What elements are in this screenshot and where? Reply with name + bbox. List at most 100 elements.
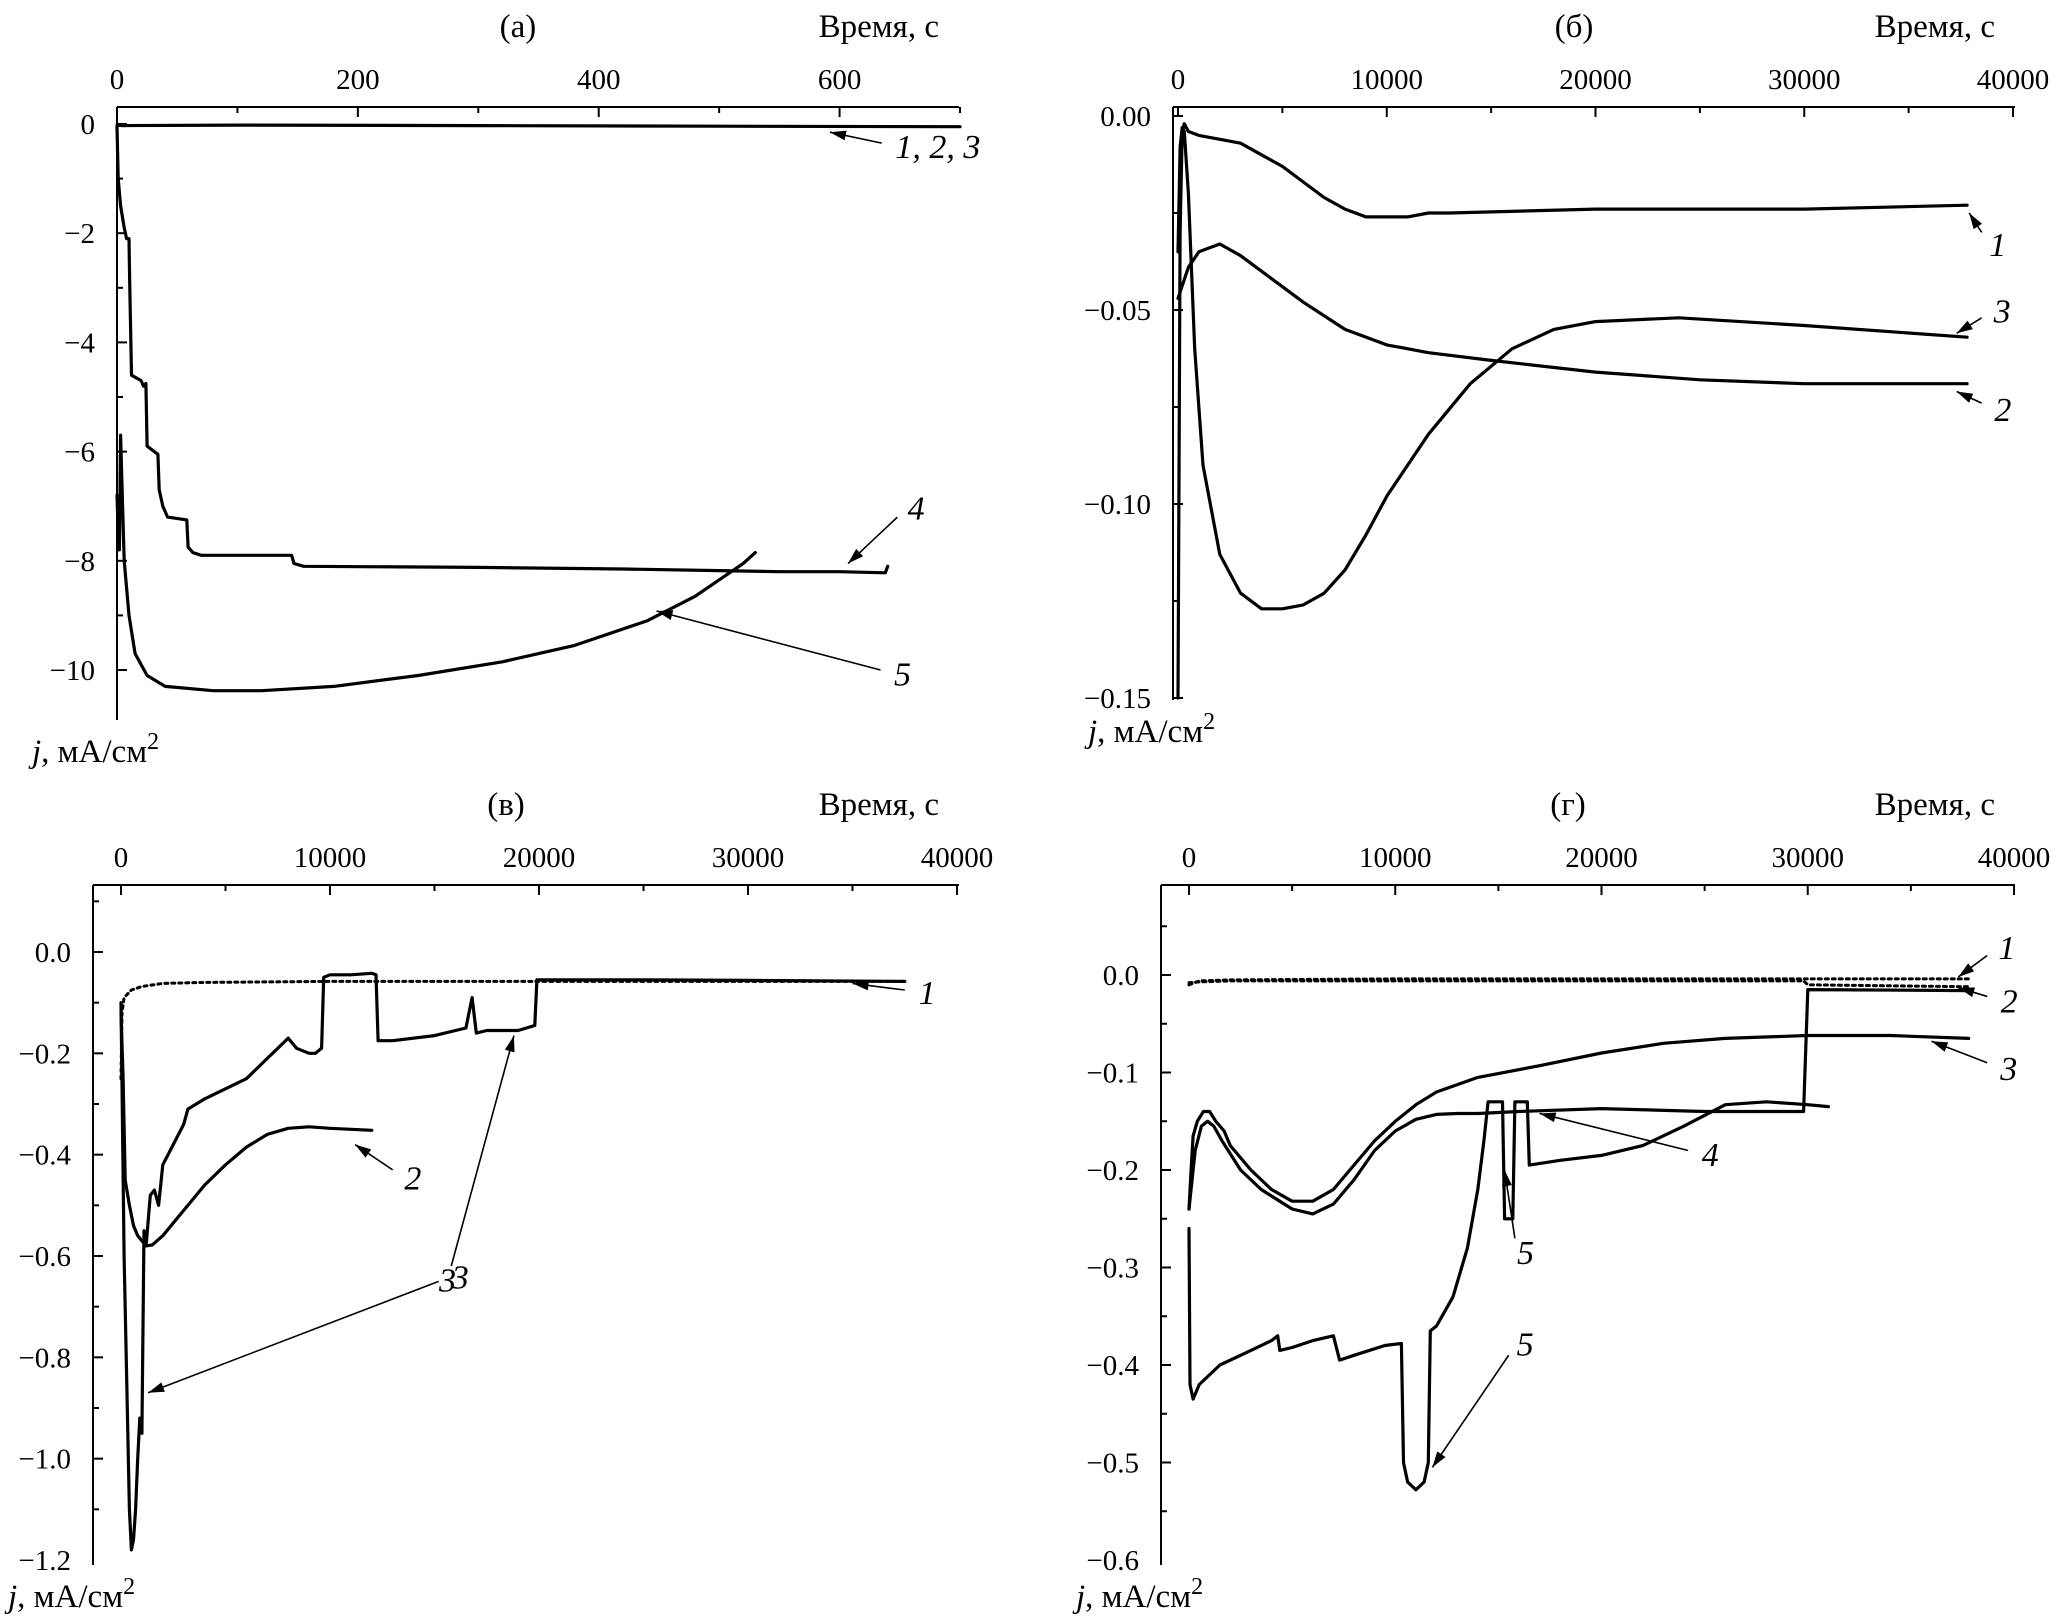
annotation-arrow-head (1969, 213, 1983, 230)
y-tick-label: −0.10 (1084, 489, 1151, 521)
x-tick-label: 40000 (921, 842, 994, 874)
x-tick-label: 400 (577, 64, 621, 96)
series-line-g-4 (1187, 988, 1971, 1216)
annotation-label: 5 (894, 657, 911, 694)
y-axis-label-symbol: j (28, 734, 41, 770)
x-tick-label: 10000 (1359, 842, 1432, 874)
series-line-a-3 (115, 433, 757, 693)
annotation-arrow-head (1958, 987, 1976, 998)
y-tick-label: −1.2 (18, 1545, 71, 1577)
y-tick-label: −8 (64, 546, 95, 578)
annotation-arrow-head (848, 548, 864, 564)
annotation-label: 4 (908, 491, 925, 528)
y-axis-label-unit: , мА/см (1085, 1579, 1191, 1615)
annotation-label: 1 (919, 975, 936, 1012)
series-line-b-3 (1176, 242, 1969, 386)
y-axis-label-symbol: j (1084, 714, 1097, 750)
x-axis-label: Время, с (1875, 787, 1995, 823)
x-tick-label: 0 (114, 842, 129, 874)
x-axis-label: Время, с (819, 9, 939, 45)
x-tick-label: 30000 (1768, 64, 1841, 96)
x-tick-label: 30000 (1772, 842, 1845, 874)
annotation-arrow-head (1958, 963, 1975, 977)
annotation-arrow-head (1956, 320, 1973, 334)
annotation-arrow-line (450, 1035, 515, 1267)
series-line-b-1 (1176, 122, 1969, 700)
series-line-v-3 (119, 971, 907, 1552)
y-axis-label-unit: , мА/см (41, 734, 147, 770)
y-axis-label: j, мА/см2 (4, 1574, 135, 1615)
annotation-arrow-line (147, 1280, 439, 1394)
x-tick-label: 20000 (1559, 64, 1632, 96)
series-line-v-2 (119, 1011, 374, 1248)
annotation-label: 3 (1993, 293, 2011, 330)
annotation-label: 3 (1999, 1051, 2017, 1088)
y-tick-label: −0.4 (18, 1140, 71, 1172)
y-axis-label-superscript: 2 (1203, 709, 1215, 735)
series-line-a-2 (115, 125, 890, 575)
y-tick-label: 0.0 (1103, 960, 1139, 992)
x-tick-label: 20000 (1565, 842, 1638, 874)
x-tick-label: 10000 (294, 842, 367, 874)
y-tick-label: 0 (81, 109, 96, 141)
y-axis-label: j, мА/см2 (28, 729, 159, 770)
series-line-g-3 (1187, 1033, 1971, 1211)
y-axis-label-superscript: 2 (123, 1574, 135, 1600)
y-tick-label: −0.1 (1086, 1058, 1139, 1090)
y-tick-label: −0.6 (18, 1241, 71, 1273)
annotation-label: 2 (404, 1161, 421, 1198)
y-tick-label: −0.3 (1086, 1253, 1139, 1285)
x-tick-label: 10000 (1351, 64, 1424, 96)
x-tick-label: 40000 (1977, 64, 2050, 96)
y-tick-label: −4 (64, 327, 95, 359)
chart-title: (а) (500, 9, 537, 45)
y-axis-label-symbol: j (4, 1579, 17, 1615)
annotation-arrow-head (1956, 391, 1974, 403)
annotation-label: 3 (451, 1259, 469, 1296)
annotation-arrow-head (355, 1144, 372, 1158)
series-line-g-5 (1187, 1100, 1830, 1492)
annotation-label: 2 (2001, 984, 2018, 1021)
chart-title: (г) (1550, 787, 1586, 823)
chart-panel-a: (а) Время, с j, мА/см2 0 200 400 600 0 −2 −4 −6 −8 −… (28, 9, 980, 770)
annotation-arrow-head (656, 610, 674, 620)
annotation-arrow-head (1539, 1112, 1557, 1123)
y-tick-label: −0.5 (1086, 1448, 1139, 1480)
annotation-arrow-line (656, 610, 881, 671)
y-tick-label: −1.0 (18, 1444, 71, 1476)
annotation-label: 1 (1998, 930, 2015, 967)
chart-title: (б) (1555, 9, 1594, 45)
y-tick-label: −2 (64, 218, 95, 250)
series-line-g-1 (1187, 977, 1971, 987)
x-tick-label: 30000 (712, 842, 785, 874)
annotation-arrow-head (148, 1382, 165, 1393)
annotation-label: 1 (1989, 227, 2006, 264)
y-tick-label: −0.15 (1084, 683, 1151, 715)
annotation-label: 2 (1994, 392, 2011, 429)
y-tick-label: −10 (50, 655, 95, 687)
x-tick-label: 600 (818, 64, 862, 96)
y-tick-label: −0.05 (1084, 295, 1151, 327)
y-tick-label: 0.0 (35, 937, 71, 969)
annotation-label: 4 (1702, 1137, 1719, 1174)
series-line-b-2 (1176, 126, 1969, 611)
y-axis-label: j, мА/см2 (1084, 709, 1215, 750)
x-tick-label: 0 (110, 64, 125, 96)
y-tick-label: −0.8 (18, 1342, 71, 1374)
y-tick-label: −0.6 (1086, 1545, 1139, 1577)
y-tick-label: −0.2 (18, 1038, 71, 1070)
annotation-arrow-line (1539, 1112, 1689, 1152)
y-axis-label-unit: , мА/см (17, 1579, 123, 1615)
y-tick-label: −0.2 (1086, 1155, 1139, 1187)
annotation-arrow-head (1931, 1041, 1949, 1052)
y-tick-label: −6 (64, 437, 95, 469)
y-axis-label-symbol: j (1072, 1579, 1085, 1615)
annotation-label: 5 (1517, 1327, 1534, 1364)
y-tick-label: −0.4 (1086, 1350, 1139, 1382)
y-axis-label-superscript: 2 (147, 729, 159, 755)
x-tick-label: 20000 (503, 842, 576, 874)
series-line-g-2 (1187, 979, 1971, 989)
annotation-label: 5 (1517, 1235, 1534, 1272)
